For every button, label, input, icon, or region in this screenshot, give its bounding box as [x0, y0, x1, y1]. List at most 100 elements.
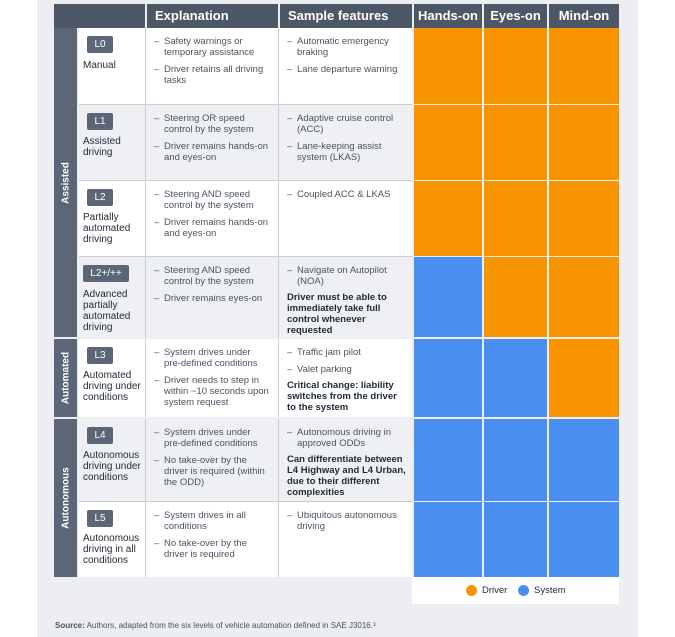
column-divider [278, 181, 279, 256]
feature-note: Driver must be able to immediately take … [287, 292, 387, 336]
level-badge: L1 [87, 113, 113, 130]
column-divider [278, 419, 279, 501]
hands-on-block [414, 105, 482, 180]
level-cell: L1 Assisted driving [79, 105, 145, 180]
header-hands-on: Hands-on [414, 4, 482, 28]
legend-driver-label: Driver [482, 585, 508, 596]
source-note: Source: Authors, adapted from the six le… [55, 621, 376, 630]
level-badge: L2 [87, 189, 113, 206]
header-mind-on: Mind-on [549, 4, 619, 28]
eyes-on-block [484, 181, 547, 256]
column-divider [278, 339, 279, 417]
explanation-item: System drives in all conditions [154, 510, 270, 532]
level-name: Advanced partially automated driving [83, 289, 131, 333]
level-name: Partially automated driving [83, 212, 131, 245]
feature-item: Coupled ACC & LKAS [287, 189, 407, 200]
hands-on-block [414, 181, 482, 256]
explanation-item: System drives under pre-defined conditio… [154, 347, 270, 369]
explanation-cell: System drives in all conditions No take-… [154, 510, 270, 566]
feature-note: Critical change: liability switches from… [287, 380, 397, 413]
stage-assisted: Assisted [54, 28, 77, 337]
mind-on-block [549, 339, 619, 417]
hands-on-block [414, 28, 482, 104]
stage-autonomous: Autonomous [54, 419, 77, 577]
level-badge: L5 [87, 510, 113, 527]
system-dot-icon [518, 585, 529, 596]
hands-on-block [414, 257, 482, 337]
level-name: Automated driving under conditions [83, 370, 141, 403]
hands-on-block [414, 339, 482, 417]
feature-item: Navigate on Autopilot (NOA) [287, 265, 409, 287]
eyes-on-block [484, 502, 547, 577]
column-divider [145, 339, 146, 417]
table-row: L2+/++ Advanced partially automated driv… [79, 257, 412, 337]
feature-item: Autonomous driving in approved ODDs [287, 427, 407, 449]
feature-item: Adaptive cruise control (ACC) [287, 113, 407, 135]
feature-item: Traffic jam pilot [287, 347, 407, 358]
column-divider [145, 257, 146, 337]
mind-on-block [549, 28, 619, 104]
header-sample-features: Sample features [280, 4, 412, 28]
column-divider [145, 105, 146, 180]
explanation-item: Steering OR speed control by the system [154, 113, 270, 135]
feature-item: Valet parking [287, 364, 407, 375]
column-divider [145, 181, 146, 256]
features-cell: Automatic emergency braking Lane departu… [287, 36, 407, 81]
features-cell: Coupled ACC & LKAS [287, 189, 407, 206]
column-divider [278, 105, 279, 180]
row-divider [79, 104, 412, 105]
header-eyes-on: Eyes-on [484, 4, 547, 28]
table-row: L1 Assisted driving Steering OR speed co… [79, 105, 412, 180]
hands-on-block [414, 419, 482, 501]
eyes-on-block [484, 257, 547, 337]
feature-item: Lane-keeping assist system (LKAS) [287, 141, 407, 163]
level-badge: L4 [87, 427, 113, 444]
explanation-cell: Safety warnings or temporary assistance … [154, 36, 270, 92]
feature-item: Automatic emergency braking [287, 36, 407, 58]
header-blank [54, 4, 145, 28]
row-divider [79, 180, 412, 181]
level-cell: L4 Autonomous driving under conditions [79, 419, 145, 501]
features-cell: Autonomous driving in approved ODDs Can … [287, 427, 407, 498]
stage-assisted-label: Assisted [60, 161, 71, 204]
explanation-item: Steering AND speed control by the system [154, 189, 270, 211]
explanation-item: Safety warnings or temporary assistance [154, 36, 270, 58]
features-cell: Traffic jam pilot Valet parking Critical… [287, 347, 407, 413]
explanation-item: Driver retains all driving tasks [154, 64, 270, 86]
row-divider [79, 256, 412, 257]
level-name: Autonomous driving under conditions [83, 450, 141, 483]
header-explanation: Explanation [147, 4, 278, 28]
eyes-on-block [484, 28, 547, 104]
table-row: L0 Manual Safety warnings or temporary a… [79, 28, 412, 104]
level-cell: L5 Autonomous driving in all conditions [79, 502, 145, 577]
column-divider [278, 257, 279, 337]
mind-on-block [549, 419, 619, 501]
level-name: Autonomous driving in all conditions [83, 533, 140, 566]
table-row: L5 Autonomous driving in all conditions … [79, 502, 412, 577]
explanation-cell: Steering AND speed control by the system… [154, 265, 270, 310]
table-row: L4 Autonomous driving under conditions S… [79, 419, 412, 501]
explanation-item: System drives under pre-defined conditio… [154, 427, 270, 449]
mind-on-block [549, 502, 619, 577]
level-cell: L2 Partially automated driving [79, 181, 145, 256]
explanation-item: Steering AND speed control by the system [154, 265, 270, 287]
feature-note: Can differentiate between L4 Highway and… [287, 454, 406, 498]
level-cell: L0 Manual [79, 28, 145, 104]
column-divider [145, 502, 146, 577]
stage-automated: Automated [54, 339, 77, 417]
column-divider [145, 419, 146, 501]
eyes-on-block [484, 419, 547, 501]
explanation-item: Driver remains hands-on and eyes-on [154, 217, 270, 239]
level-badge: L0 [87, 36, 113, 53]
explanation-item: Driver remains eyes-on [154, 293, 270, 304]
column-divider [278, 28, 279, 104]
explanation-cell: System drives under pre-defined conditio… [154, 347, 270, 414]
table-row: L3 Automated driving under conditions Sy… [79, 339, 412, 417]
table-row: L2 Partially automated driving Steering … [79, 181, 412, 256]
level-cell: L2+/++ Advanced partially automated driv… [79, 257, 145, 337]
legend: Driver System [412, 577, 619, 604]
explanation-item: Driver remains hands-on and eyes-on [154, 141, 270, 163]
features-cell: Navigate on Autopilot (NOA) Driver must … [287, 265, 409, 336]
features-cell: Adaptive cruise control (ACC) Lane-keepi… [287, 113, 407, 169]
mind-on-block [549, 105, 619, 180]
